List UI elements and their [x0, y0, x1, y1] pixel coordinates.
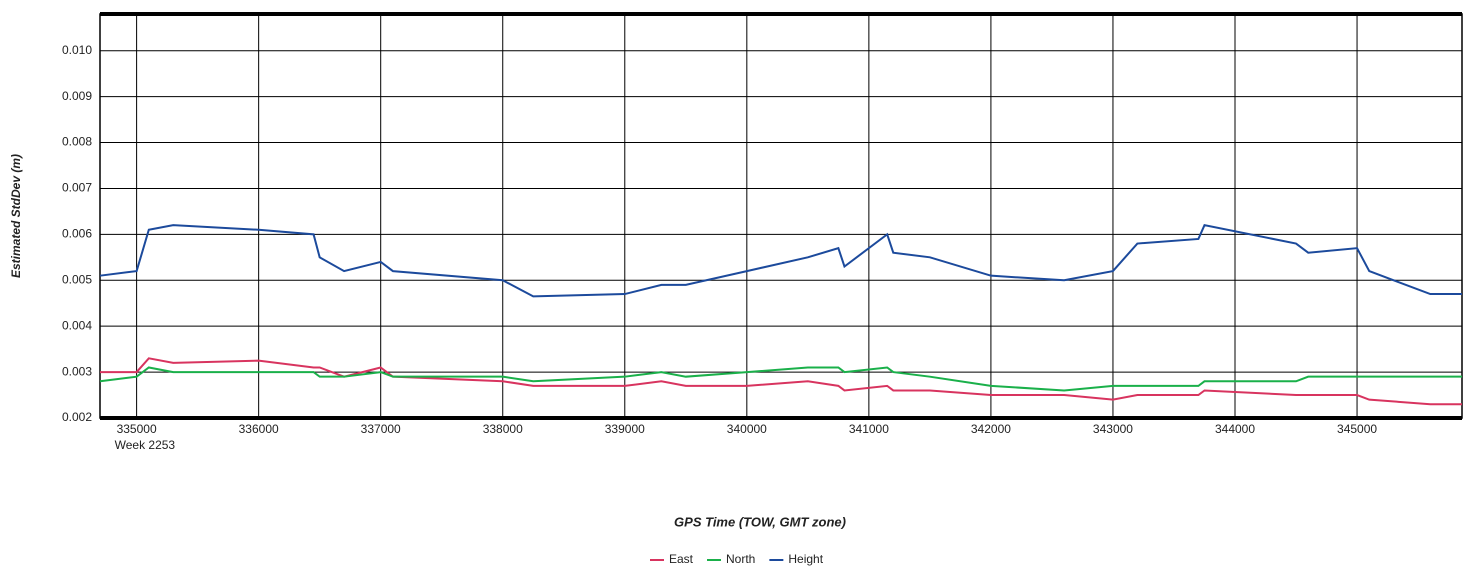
y-tick-label: 0.010 — [62, 43, 92, 57]
x-tick-label: 336000 — [239, 422, 279, 436]
y-tick-label: 0.007 — [62, 181, 92, 195]
data-line — [100, 357, 1462, 406]
x-tick-label: 335000 — [117, 422, 157, 436]
x-tick-label: 342000 — [971, 422, 1011, 436]
legend-label: Height — [788, 552, 823, 566]
data-line — [99, 366, 1462, 392]
y-tick-label: 0.004 — [62, 318, 92, 332]
y-tick-label: 0.005 — [62, 272, 92, 286]
x-tick-label: 338000 — [483, 422, 523, 436]
x-tick-label: 339000 — [605, 422, 645, 436]
x-tick-label: 345000 — [1337, 422, 1377, 436]
x-tick-label: 343000 — [1093, 422, 1133, 436]
x-tick-label: 341000 — [849, 422, 889, 436]
x-axis-label: GPS Time (TOW, GMT zone) — [674, 514, 846, 529]
x-tick-label: 337000 — [361, 422, 401, 436]
x-tick-label: 344000 — [1215, 422, 1255, 436]
y-tick-label: 0.008 — [62, 135, 92, 149]
y-axis-label: Estimated StdDev (m) — [9, 154, 23, 278]
plot-frame — [99, 13, 1463, 419]
annotation: Week 2253 — [115, 438, 176, 452]
y-tick-label: 0.009 — [62, 89, 92, 103]
x-tick-label: 340000 — [727, 422, 767, 436]
y-tick-label: 0.006 — [62, 227, 92, 241]
legend-label: East — [669, 552, 694, 566]
y-tick-label: 0.002 — [62, 410, 92, 424]
y-tick-label: 0.003 — [62, 364, 92, 378]
data-line — [99, 224, 1462, 298]
legend-label: North — [726, 552, 755, 566]
